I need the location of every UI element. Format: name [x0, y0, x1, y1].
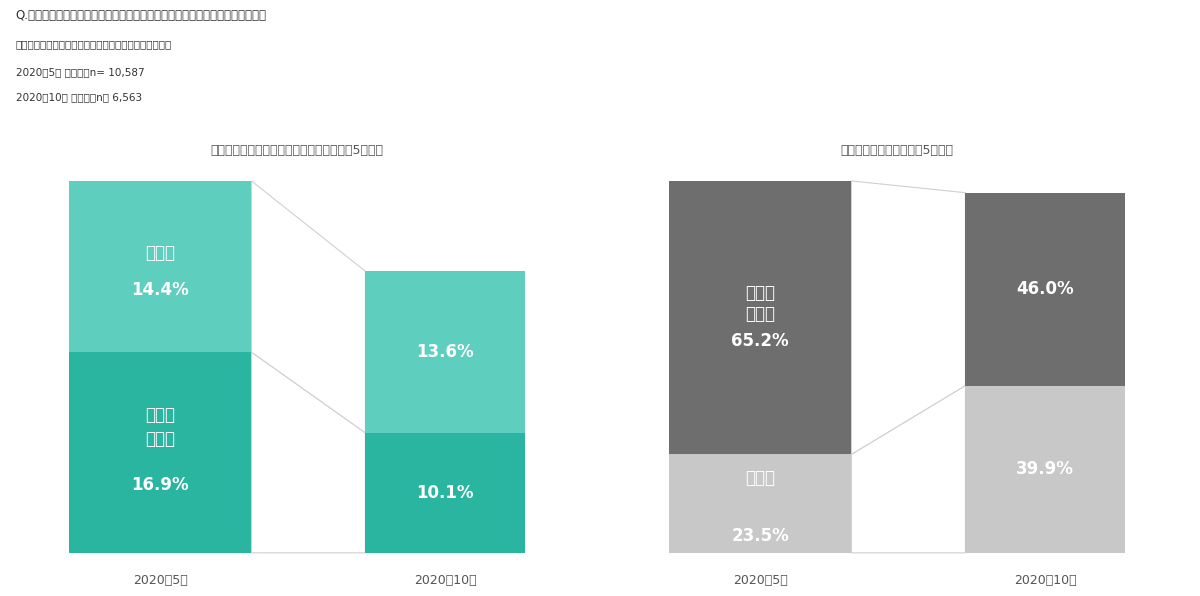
- Text: 友人・知人と会うこと（5段階）: 友人・知人と会うこと（5段階）: [840, 144, 954, 157]
- Bar: [365, 271, 526, 433]
- Text: 14.4%: 14.4%: [131, 281, 190, 299]
- Text: 2020年10月: 2020年10月: [414, 574, 476, 587]
- Text: 16.9%: 16.9%: [131, 476, 190, 494]
- Text: 10.1%: 10.1%: [416, 484, 474, 502]
- Bar: [965, 193, 1126, 386]
- Polygon shape: [852, 386, 965, 553]
- Text: 2020年5月: 2020年5月: [133, 574, 187, 587]
- Bar: [365, 433, 526, 553]
- Text: 増えた: 増えた: [145, 244, 175, 262]
- Text: Q.新型コロナウイルスの感染拡大によって、どのような変化がありましたか。: Q.新型コロナウイルスの感染拡大によって、どのような変化がありましたか。: [16, 9, 266, 22]
- Bar: [965, 386, 1126, 553]
- Text: 39.9%: 39.9%: [1016, 460, 1074, 478]
- Text: 2020年10月 実施　　n＝ 6,563: 2020年10月 実施 n＝ 6,563: [16, 92, 142, 103]
- Polygon shape: [252, 352, 365, 553]
- Bar: [670, 454, 852, 553]
- Text: 減った: 減った: [745, 469, 775, 487]
- Text: （ベース：美容の考え方や行動に変化があったと回答）: （ベース：美容の考え方や行動に変化があったと回答）: [16, 39, 172, 49]
- Text: 2020年5月 実施　　n= 10,587: 2020年5月 実施 n= 10,587: [16, 67, 144, 77]
- Polygon shape: [252, 181, 365, 433]
- Bar: [70, 352, 252, 553]
- Text: 2020年10月: 2020年10月: [1014, 574, 1076, 587]
- Text: 2020年5月: 2020年5月: [733, 574, 787, 587]
- Text: 65.2%: 65.2%: [731, 332, 790, 350]
- Text: 23.5%: 23.5%: [731, 527, 790, 545]
- Text: とても
増えた: とても 増えた: [145, 406, 175, 448]
- Bar: [70, 181, 252, 352]
- Text: 46.0%: 46.0%: [1016, 280, 1074, 298]
- Polygon shape: [852, 181, 965, 454]
- Bar: [670, 181, 852, 454]
- Text: 自身がテレワーク（在宅勤務）すること（5段階）: 自身がテレワーク（在宅勤務）すること（5段階）: [210, 144, 384, 157]
- Text: 13.6%: 13.6%: [416, 343, 474, 361]
- Text: とても
減った: とても 減った: [745, 284, 775, 323]
